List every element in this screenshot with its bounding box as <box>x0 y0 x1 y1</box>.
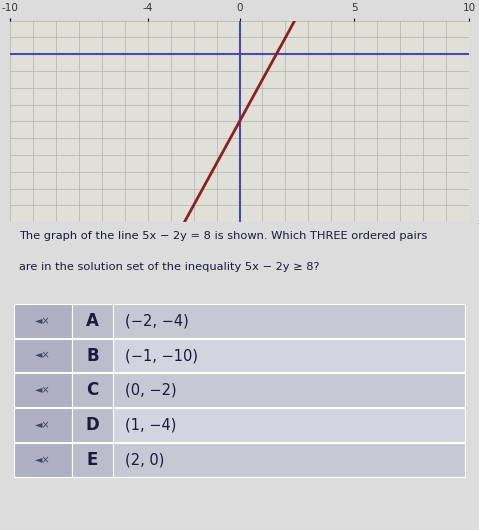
Bar <box>14 339 72 372</box>
Text: E: E <box>87 451 98 469</box>
Text: A: A <box>86 312 99 330</box>
Bar <box>72 408 113 442</box>
Text: (−1, −10): (−1, −10) <box>125 348 197 363</box>
Bar <box>14 374 465 407</box>
Text: C: C <box>86 381 99 399</box>
Text: D: D <box>85 416 99 434</box>
Text: ◄×: ◄× <box>35 455 51 465</box>
Text: ◄×: ◄× <box>35 316 51 326</box>
Bar <box>14 443 465 476</box>
Text: (2, 0): (2, 0) <box>125 452 164 467</box>
Bar <box>14 408 465 442</box>
Text: (−2, −4): (−2, −4) <box>125 313 188 328</box>
Bar <box>14 408 72 442</box>
Text: ◄×: ◄× <box>35 385 51 395</box>
Text: The graph of the line 5x − 2y = 8 is shown. Which THREE ordered pairs: The graph of the line 5x − 2y = 8 is sho… <box>19 232 427 241</box>
Bar <box>14 443 72 476</box>
Bar <box>14 339 465 372</box>
Text: (0, −2): (0, −2) <box>125 383 176 398</box>
Text: (1, −4): (1, −4) <box>125 418 176 432</box>
Bar <box>72 374 113 407</box>
Bar <box>14 304 465 338</box>
Text: B: B <box>86 347 99 365</box>
Bar <box>72 443 113 476</box>
Bar <box>72 339 113 372</box>
Text: ◄×: ◄× <box>35 420 51 430</box>
Text: are in the solution set of the inequality 5x − 2y ≥ 8?: are in the solution set of the inequalit… <box>19 262 319 271</box>
Text: ◄×: ◄× <box>35 350 51 360</box>
Bar <box>14 304 72 338</box>
Bar <box>14 374 72 407</box>
Bar <box>72 304 113 338</box>
